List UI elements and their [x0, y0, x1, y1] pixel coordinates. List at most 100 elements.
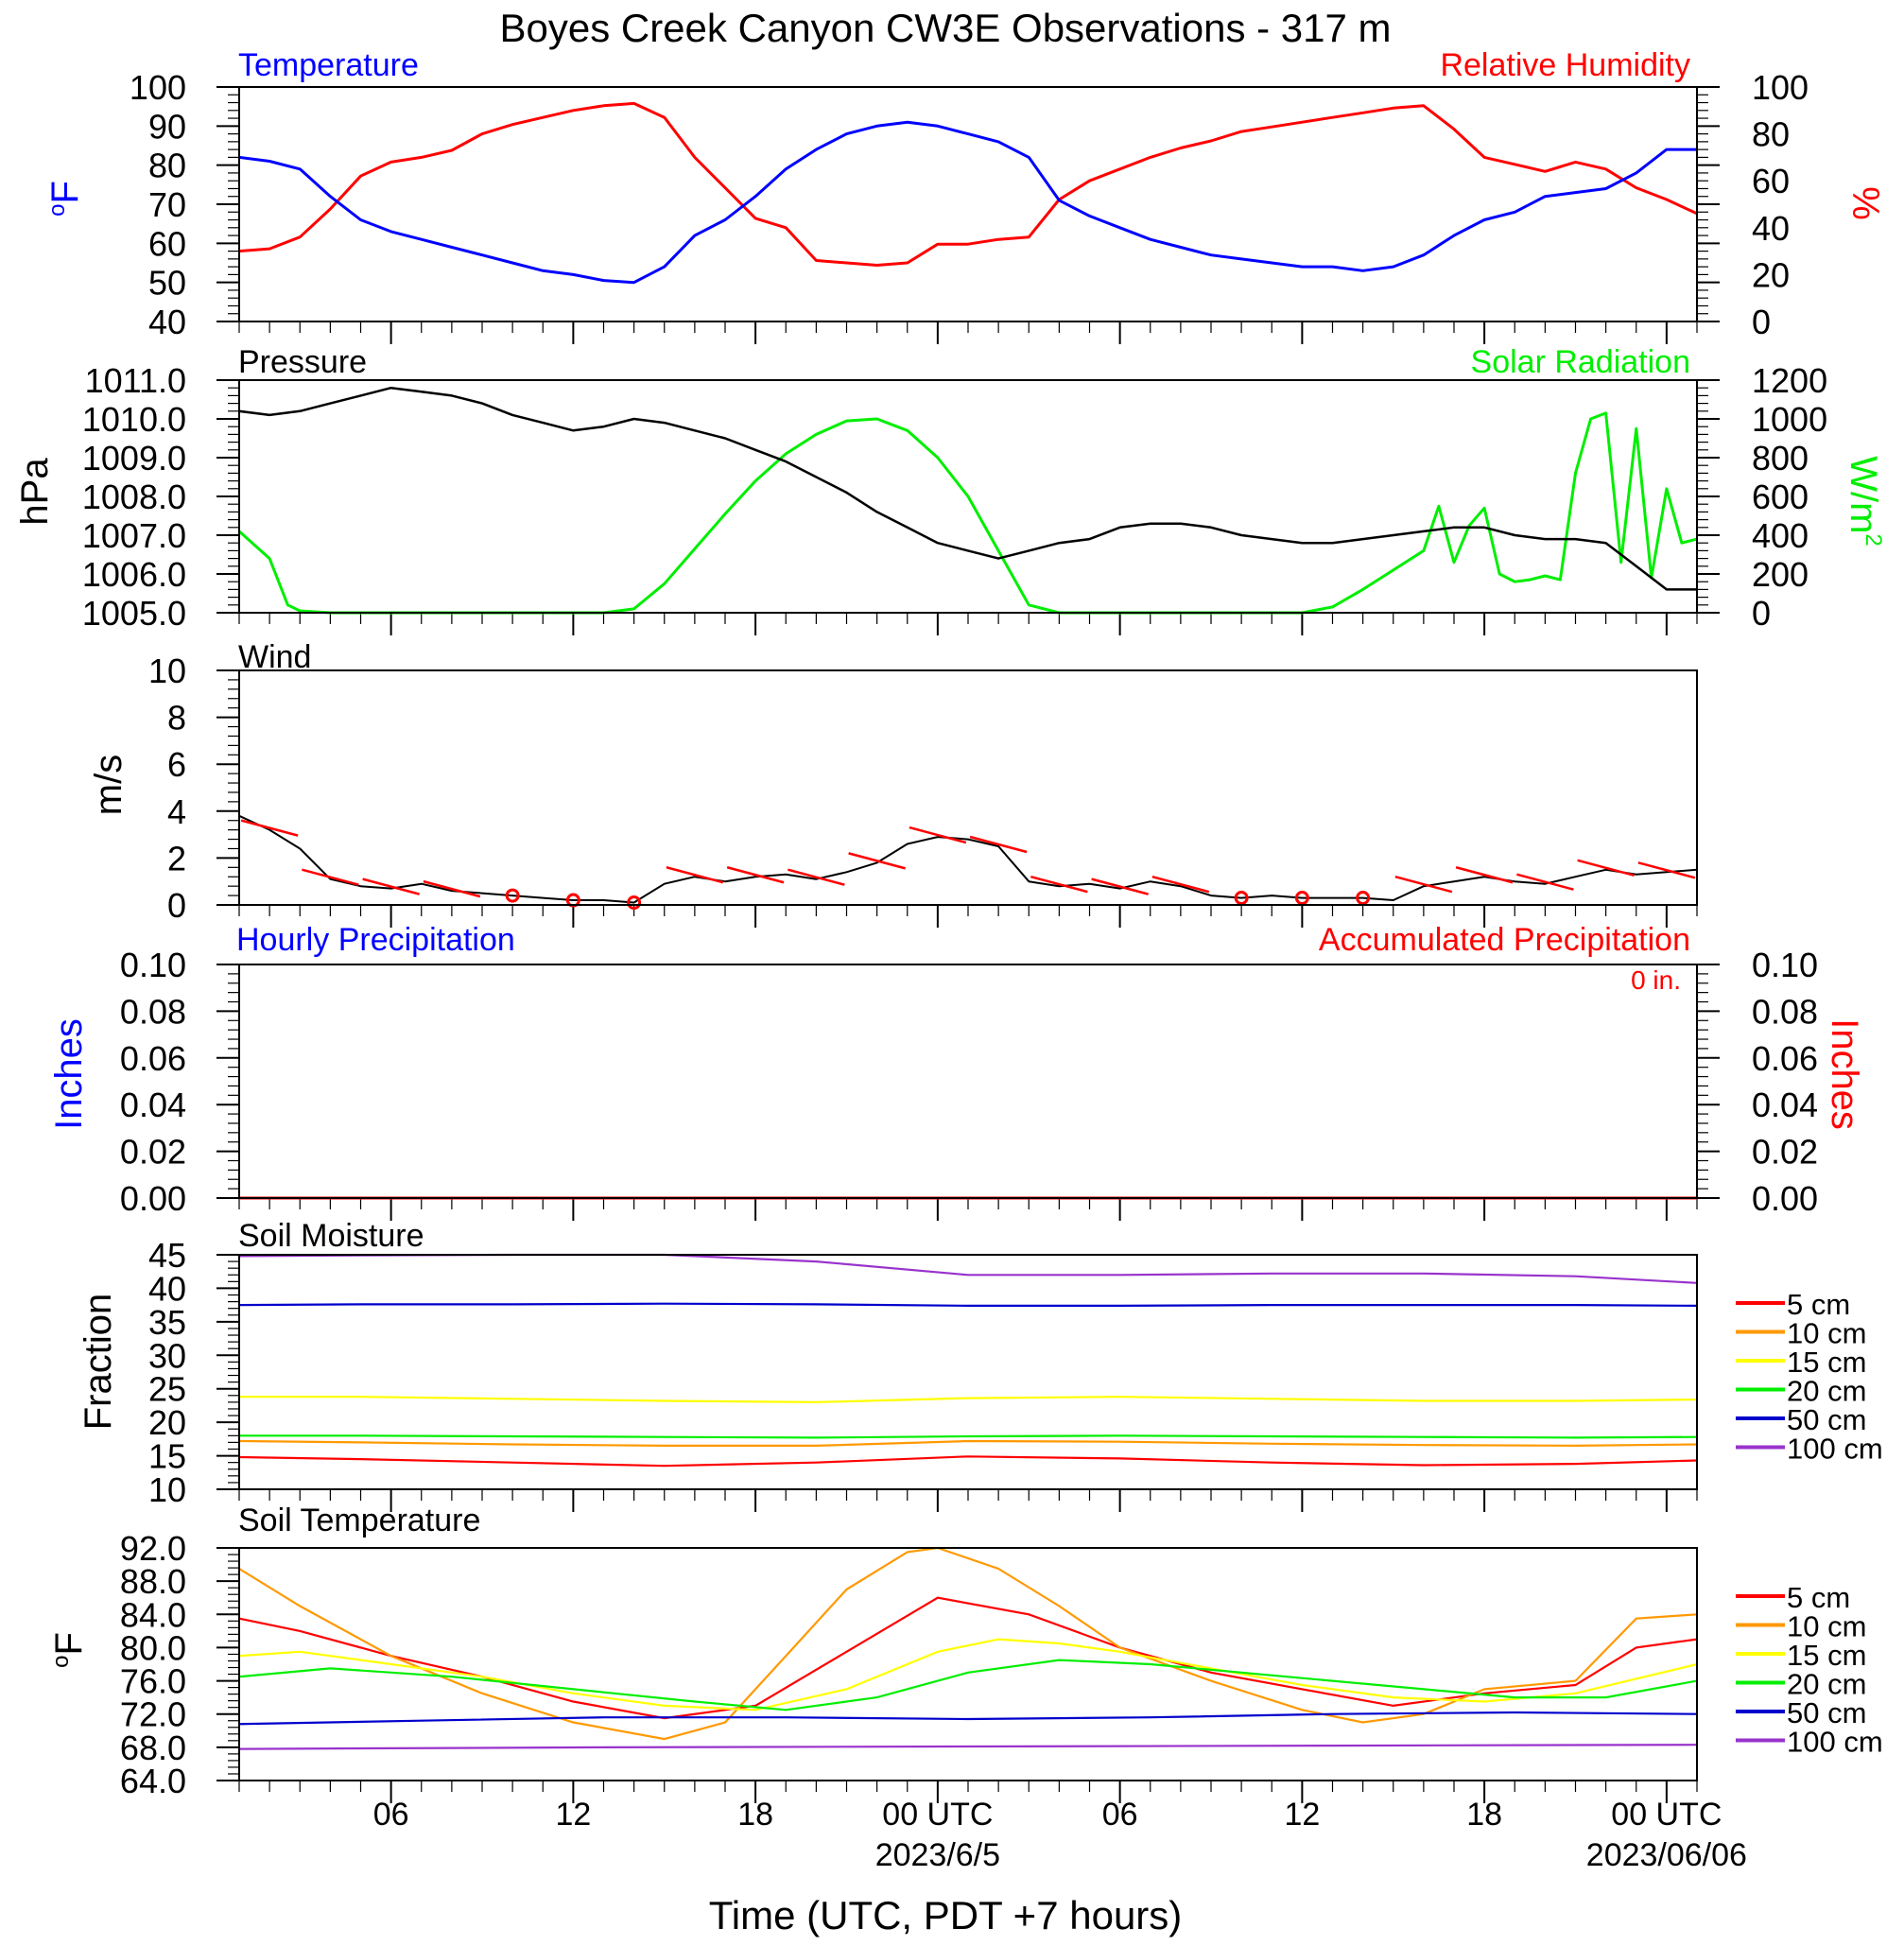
series-line-50cm — [238, 1302, 1698, 1308]
soil-moisture-tick-label: 35 — [148, 1303, 186, 1342]
series-line-100cm — [238, 1253, 1698, 1284]
legend-label: 20 cm — [1787, 1668, 1866, 1701]
soil-moisture-axis-label: Fraction — [78, 1294, 119, 1431]
wind-tick-label: 2 — [167, 839, 186, 877]
solar-tick-label: 1000 — [1752, 400, 1827, 439]
series-line-15cm — [238, 1638, 1698, 1711]
series-line-20cm — [238, 1659, 1698, 1711]
solar-axis-label-unit: W/m — [1843, 456, 1884, 533]
temperature-tick-label: 60 — [148, 224, 186, 263]
hourly-precip-tick-label: 0.10 — [120, 946, 186, 984]
humidity-tick-label: 80 — [1752, 115, 1790, 154]
series-line-50cm — [238, 1711, 1698, 1726]
panel-soil-temp: Soil Temperature oF 92.088.084.080.076.0… — [48, 1503, 1883, 1803]
time-tick-label: 00 UTC — [1611, 1797, 1722, 1833]
temperature-tick-label: 100 — [130, 68, 186, 107]
temp-rh-axis-ticks — [216, 86, 1720, 344]
humidity-tick-label: 100 — [1752, 68, 1809, 107]
wind-plot-frame — [238, 669, 1698, 906]
temperature-axis-label-base: o — [44, 204, 70, 217]
date-label: 2023/06/06 — [1586, 1837, 1747, 1873]
wind-tick-label: 6 — [167, 745, 186, 784]
wind-tick-label: 10 — [148, 652, 186, 690]
wind-title: Wind — [238, 639, 311, 675]
soil-moisture-plot-frame — [238, 1254, 1698, 1490]
time-tick-label: 06 — [373, 1797, 409, 1833]
soil-temp-series-lines — [238, 1546, 1698, 1750]
legend-label: 50 cm — [1787, 1696, 1866, 1729]
legend-label: 5 cm — [1787, 1288, 1850, 1321]
accum-precip-tick-label: 0.06 — [1752, 1039, 1818, 1078]
solar-tick-label: 1200 — [1752, 361, 1827, 400]
legend-label: 15 cm — [1787, 1639, 1866, 1672]
wind-barb — [788, 868, 845, 886]
solar-axis-label: W/m2 — [1843, 456, 1886, 547]
temperature-axis-label: oF — [44, 181, 86, 217]
legend-label: 50 cm — [1787, 1403, 1866, 1436]
wind-tick-label: 0 — [167, 886, 186, 925]
wind-tick-label: 4 — [167, 792, 186, 831]
solar-axis-label-exponent: 2 — [1861, 533, 1886, 546]
hourly-precip-title: Hourly Precipitation — [236, 922, 515, 958]
wind-barb — [1151, 875, 1210, 894]
wind-barb — [726, 866, 785, 884]
series-line-10cm — [238, 1439, 1698, 1448]
pressure-tick-label: 1006.0 — [82, 555, 186, 594]
wind-barb — [240, 819, 299, 837]
pressure-tick-label: 1009.0 — [82, 439, 186, 478]
accum-precip-title: Accumulated Precipitation — [1319, 922, 1690, 958]
wind-barb — [1455, 866, 1514, 884]
wind-barb — [1637, 861, 1696, 879]
time-tick-label: 12 — [1284, 1797, 1320, 1833]
wind-series-line — [238, 814, 1698, 904]
accum-precip-tick-label: 0.02 — [1752, 1133, 1818, 1172]
solar-title: Solar Radiation — [1471, 344, 1690, 380]
soil-temp-tick-label: 80.0 — [120, 1628, 186, 1667]
series-line-10cm — [238, 1546, 1698, 1741]
wind-barb — [362, 877, 420, 895]
temperature-series-line — [238, 120, 1697, 285]
date-label: 2023/6/5 — [875, 1837, 1000, 1873]
calm-wind-marker — [505, 888, 520, 903]
soil-temp-tick-labels: 92.088.084.080.076.072.068.064.0 — [120, 1529, 186, 1800]
pressure-tick-label: 1007.0 — [82, 516, 186, 555]
soil-temp-title: Soil Temperature — [238, 1503, 480, 1538]
temperature-tick-label: 70 — [148, 185, 186, 224]
legend-label: 100 cm — [1787, 1433, 1883, 1466]
time-tick-label: 00 UTC — [882, 1797, 993, 1833]
calm-wind-marker — [1294, 891, 1309, 906]
humidity-axis-label: % — [1844, 186, 1886, 220]
series-line-5cm — [238, 1596, 1698, 1720]
time-tick-labels: 06 12 18 00 UTC 06 12 18 00 UTC — [373, 1797, 1722, 1833]
panel-pressure-solar: Pressure Solar Radiation hPa W/m2 1011.0… — [14, 344, 1886, 635]
soil-temp-tick-label: 76.0 — [120, 1662, 186, 1701]
soil-temp-tick-label: 92.0 — [120, 1529, 186, 1568]
soil-temp-axis-label-unit: F — [48, 1632, 90, 1655]
soil-temp-axis-ticks — [216, 1547, 1698, 1803]
pressure-solar-plot-frame — [238, 379, 1698, 614]
soil-temp-tick-label: 64.0 — [120, 1762, 186, 1800]
soil-moisture-title: Soil Moisture — [238, 1218, 424, 1254]
legend-label: 10 cm — [1787, 1317, 1866, 1350]
pressure-title: Pressure — [238, 344, 367, 380]
legend-label: 20 cm — [1787, 1375, 1866, 1408]
accum-precip-tick-labels: 0.10 0.08 0.06 0.04 0.02 0.00 — [1752, 946, 1818, 1218]
legend-label: 100 cm — [1787, 1726, 1883, 1759]
soil-moisture-tick-label: 20 — [148, 1403, 186, 1442]
soil-moisture-tick-label: 30 — [148, 1336, 186, 1375]
wind-barb — [1030, 875, 1088, 894]
time-tick-label: 18 — [737, 1797, 773, 1833]
humidity-tick-label: 40 — [1752, 209, 1790, 248]
wind-barb — [1091, 877, 1149, 895]
hourly-precip-tick-label: 0.02 — [120, 1133, 186, 1172]
calm-wind-marker — [1234, 891, 1249, 906]
temperature-tick-label: 80 — [148, 147, 186, 185]
calm-wind-marker — [627, 895, 642, 911]
soil-temp-tick-label: 68.0 — [120, 1729, 186, 1767]
hourly-precip-axis-label: Inches — [48, 1018, 90, 1130]
